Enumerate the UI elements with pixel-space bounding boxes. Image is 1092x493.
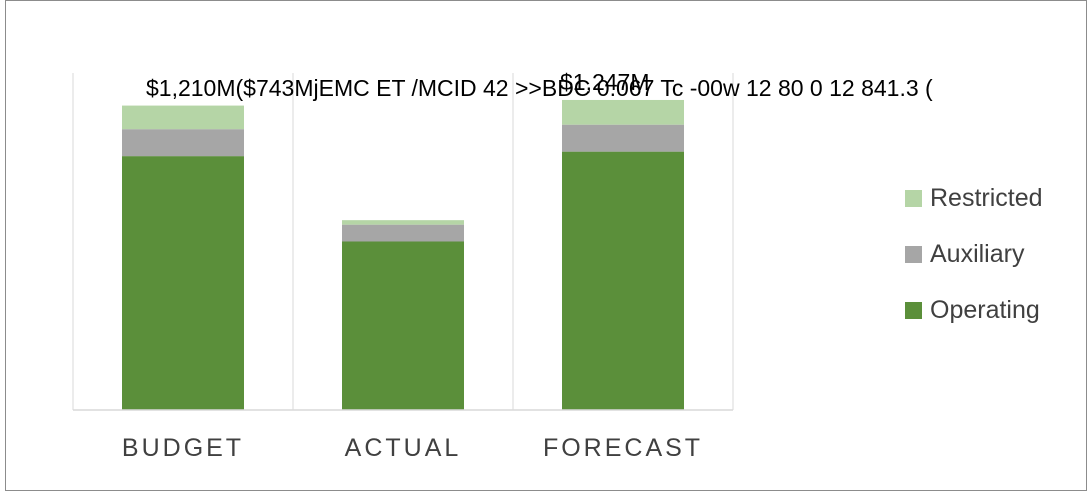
legend-label-operating: Operating <box>930 295 1040 324</box>
category-label-budget: BUDGET <box>121 434 245 462</box>
bar-actual-auxiliary <box>342 224 464 242</box>
bar-actual-restricted <box>342 220 464 225</box>
bar-forecast-restricted <box>562 99 684 125</box>
legend-label-auxiliary: Auxiliary <box>930 239 1025 268</box>
bar-budget-restricted <box>122 105 244 130</box>
legend-item-auxiliary: Auxiliary <box>905 226 1043 282</box>
bar-forecast-auxiliary <box>562 124 684 152</box>
legend-swatch-restricted <box>905 189 922 207</box>
bar-budget-auxiliary <box>122 129 244 157</box>
bar-budget-operating <box>122 156 244 410</box>
category-label-forecast: FORECAST <box>542 434 704 462</box>
forecast-total-label: $1,247M <box>560 69 650 95</box>
legend: Restricted Auxiliary Operating <box>905 170 1043 338</box>
bar-actual-operating <box>342 241 464 410</box>
category-label-actual: ACTUAL <box>344 434 462 462</box>
bar-forecast-operating <box>562 151 684 410</box>
legend-item-restricted: Restricted <box>905 170 1043 226</box>
legend-item-operating: Operating <box>905 282 1043 338</box>
legend-swatch-operating <box>905 301 922 319</box>
legend-label-restricted: Restricted <box>930 183 1043 212</box>
legend-swatch-auxiliary <box>905 245 922 263</box>
top-text-label: $1,210M($743MjEMC ET /MCID 42 >>BDC 0.06… <box>146 75 933 101</box>
